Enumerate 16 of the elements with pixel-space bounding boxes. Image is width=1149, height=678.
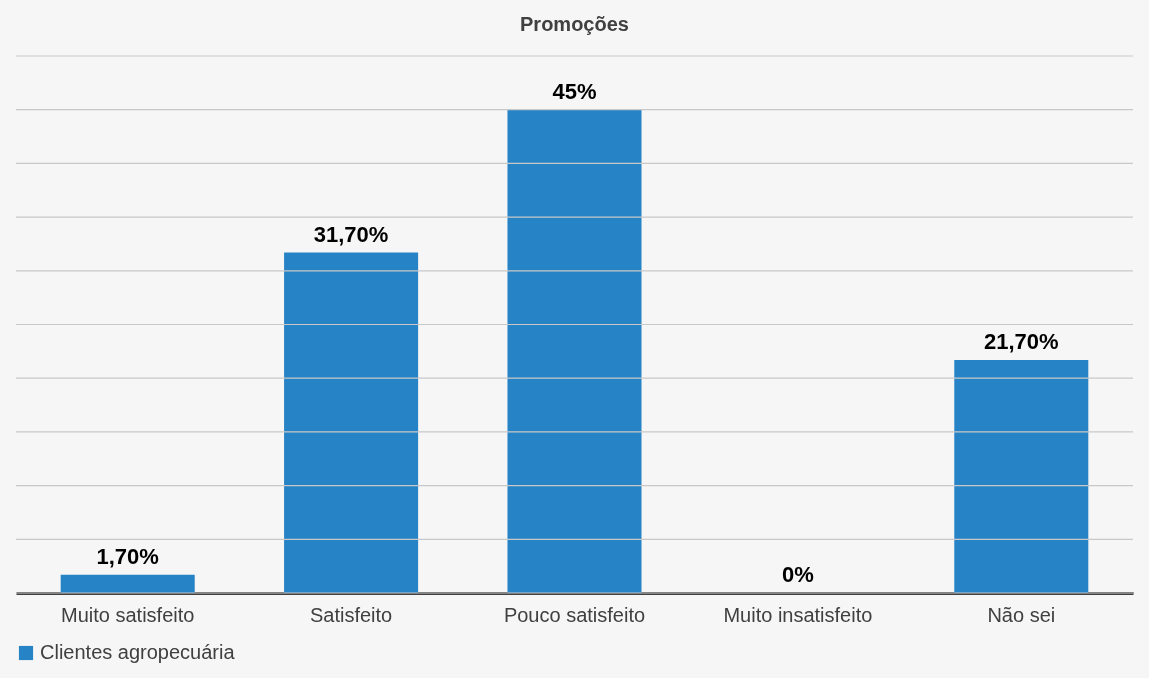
data-label: 45% [552, 78, 597, 104]
bar [60, 574, 195, 593]
bar [284, 252, 419, 593]
bar [954, 359, 1089, 593]
chart-title: Promoções [520, 13, 629, 36]
data-label: 21,70% [983, 328, 1059, 354]
x-tick-label: Pouco satisfeito [503, 603, 646, 626]
x-tick-label: Não sei [987, 603, 1056, 626]
data-label: 31,70% [313, 221, 389, 247]
bar [507, 109, 642, 593]
data-label: 1,70% [96, 543, 159, 569]
legend-label: Clientes agropecuária [40, 641, 236, 663]
x-tick-label: Muito satisfeito [61, 603, 195, 626]
data-label: 0% [782, 562, 814, 587]
x-tick-label: Muito insatisfeito [723, 603, 873, 626]
x-tick-label: Satisfeito [309, 603, 393, 626]
